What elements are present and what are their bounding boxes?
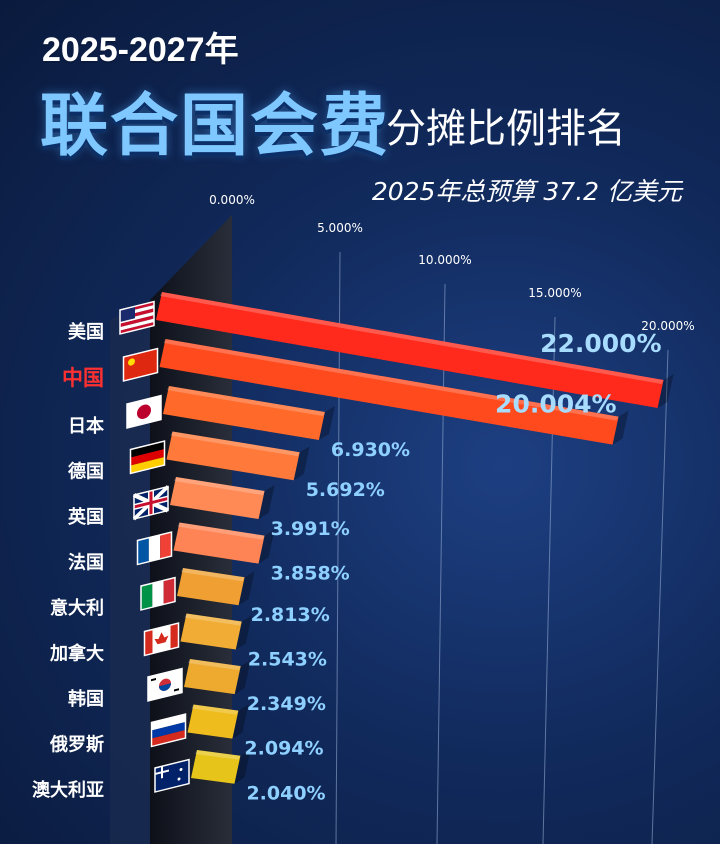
china-flag-icon: [122, 347, 159, 382]
bar-top-edge: [160, 292, 664, 384]
gridline: [542, 316, 556, 844]
bar-end-cap: [318, 406, 335, 441]
budget-subtitle: 2025年总预算 37.2 亿美元: [371, 177, 682, 206]
value-label: 2.349%: [247, 693, 326, 715]
x-tick-label: 0.000%: [209, 193, 255, 207]
country-label: 美国: [68, 321, 104, 343]
italy-flag-icon: [140, 576, 176, 611]
australia-flag-icon: [154, 758, 190, 793]
bar-top-edge: [181, 568, 245, 582]
bar-face: [173, 522, 265, 564]
gridline: [436, 283, 446, 844]
title-years: 2025-2027年: [42, 31, 239, 69]
value-label: 3.858%: [271, 563, 350, 585]
bar-5: [170, 477, 275, 520]
bar-11: [191, 749, 251, 784]
bar-8: [180, 613, 252, 650]
bar-top-edge: [174, 477, 265, 496]
value-label: 3.991%: [271, 518, 350, 540]
bar-10: [187, 704, 249, 739]
bar-face: [187, 704, 239, 739]
bar-6: [173, 522, 275, 564]
bar-face: [156, 292, 664, 408]
bar-4: [166, 431, 310, 481]
bar-end-cap: [258, 485, 275, 520]
value-label: 20.004%: [495, 390, 617, 419]
bar-top-edge: [195, 750, 241, 760]
germany-flag-icon: [129, 440, 166, 475]
value-label: 22.000%: [540, 329, 662, 358]
bar-1: [156, 292, 674, 408]
country-label: 法国: [68, 552, 104, 574]
bar-face: [191, 750, 241, 784]
gridline: [651, 349, 669, 844]
x-tick-label: 5.000%: [317, 221, 363, 235]
bar-top-edge: [191, 704, 239, 715]
value-label: 6.930%: [331, 439, 410, 461]
uk-flag-icon: [132, 485, 170, 521]
bar-top-edge: [177, 522, 265, 540]
value-label: 5.692%: [306, 479, 385, 501]
russia-flag-icon: [150, 713, 187, 748]
bar-top-edge: [170, 431, 300, 457]
country-label: 加拿大: [49, 643, 104, 665]
chart-side-wall: [110, 300, 150, 844]
bar-end-cap: [293, 446, 310, 481]
x-tick-label: 15.000%: [528, 286, 581, 300]
country-label: 日本: [68, 415, 104, 437]
value-label: 2.813%: [251, 604, 330, 626]
bar-end-cap: [657, 374, 674, 408]
bar-end-cap: [234, 749, 251, 784]
value-label: 2.094%: [244, 738, 323, 760]
bar-face: [170, 477, 265, 520]
bar-face: [166, 431, 300, 481]
bar-top-edge: [163, 339, 619, 421]
bar-end-cap: [258, 529, 275, 564]
bar-3: [163, 386, 335, 441]
france-flag-icon: [136, 531, 173, 566]
page-title-suffix: 分摊比例排名: [386, 106, 626, 152]
bar-end-cap: [232, 704, 249, 739]
bar-face: [180, 613, 242, 650]
country-label: 澳大利亚: [32, 779, 104, 801]
x-tick-label: 20.000%: [641, 319, 694, 333]
korea-flag-icon: [147, 667, 183, 702]
x-tick-label: 10.000%: [418, 253, 471, 267]
bar-top-edge: [167, 386, 325, 417]
country-label: 英国: [67, 506, 104, 528]
country-label: 韩国: [68, 688, 104, 710]
bar-face: [184, 659, 241, 695]
bar-2: [159, 339, 629, 445]
bar-top-edge: [184, 613, 242, 626]
bar-face: [159, 339, 619, 445]
canada-flag-icon: [143, 622, 180, 657]
bar-face: [177, 568, 245, 606]
bar-7: [177, 568, 255, 606]
usa-flag-icon: [119, 300, 155, 335]
value-label: 2.040%: [246, 783, 325, 805]
country-label: 中国: [62, 365, 104, 390]
country-label: 意大利: [50, 597, 104, 619]
bar-end-cap: [612, 410, 629, 445]
country-label: 俄罗斯: [49, 734, 104, 756]
bar-face: [163, 386, 325, 441]
page-title: 联合国会费: [40, 87, 391, 166]
bar-end-cap: [235, 615, 252, 650]
bar-9: [184, 659, 251, 695]
value-label: 2.543%: [248, 649, 327, 671]
bar-end-cap: [234, 660, 251, 695]
japan-flag-icon: [126, 394, 162, 429]
bar-end-cap: [238, 571, 255, 606]
bar-top-edge: [188, 659, 241, 671]
country-label: 德国: [68, 461, 104, 483]
header: 2025-2027年 联合国会费 分摊比例排名 2025年总预算 37.2 亿美…: [0, 0, 720, 220]
